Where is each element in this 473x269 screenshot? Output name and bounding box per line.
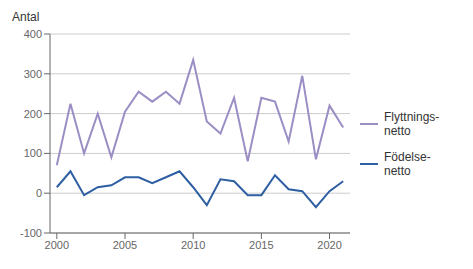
html-text:Flyttnings-: Flyttnings- (384, 109, 440, 124)
html-text:netto: netto (384, 163, 411, 178)
svg-text:2000: 2000 (45, 239, 69, 251)
svg-text:200: 200 (24, 108, 42, 120)
html-text:Födelse-: Födelse- (384, 149, 431, 164)
svg-text:0: 0 (36, 187, 42, 199)
svg-text:2010: 2010 (181, 239, 205, 251)
svg-text:100: 100 (24, 147, 42, 159)
svg-text:-100: -100 (20, 227, 42, 239)
svg-text:300: 300 (24, 68, 42, 80)
html-text:netto: netto (384, 123, 411, 138)
html-text:Antal: Antal (12, 10, 40, 24)
svg-text:400: 400 (24, 28, 42, 40)
svg-text:2005: 2005 (113, 239, 137, 251)
svg-text:2015: 2015 (249, 239, 273, 251)
svg-text:2020: 2020 (317, 239, 341, 251)
